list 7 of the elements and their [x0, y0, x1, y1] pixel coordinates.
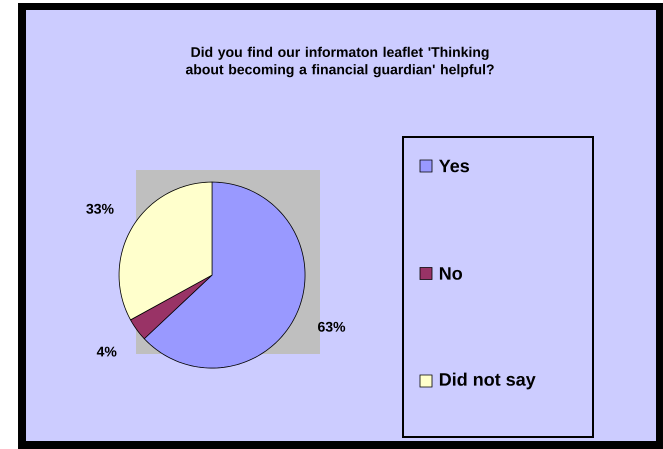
legend-label: No [440, 267, 462, 280]
legend-label: Did not say [440, 372, 536, 390]
data-label: 63% [318, 322, 346, 332]
chart-title: Did you find our informaton leaflet 'Thinking about becoming a financial guardian' helpful? [186, 46, 494, 78]
legend-label: Yes [439, 160, 470, 172]
data-label: 4% [96, 346, 116, 357]
data-label: 33% [86, 204, 114, 214]
